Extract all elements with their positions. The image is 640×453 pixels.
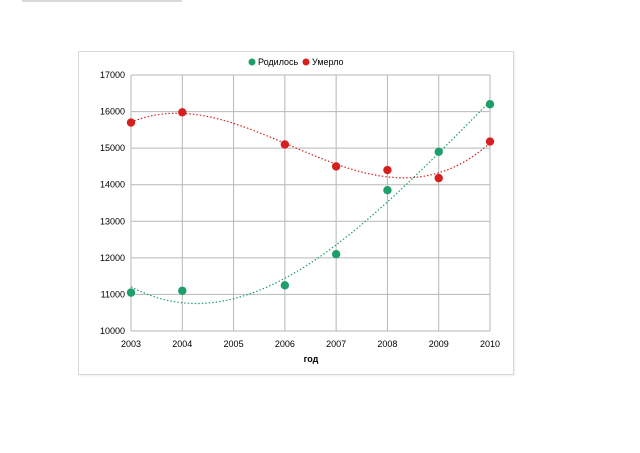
x-axis-title: год [304, 354, 319, 364]
legend: Родилось Умерло [248, 57, 344, 67]
x-tick-label: 2006 [275, 339, 295, 349]
trend-line [130, 112, 491, 179]
x-tick-label: 2003 [121, 339, 141, 349]
data-point [126, 118, 136, 127]
y-tick-label: 16000 [100, 107, 125, 117]
data-point [434, 173, 443, 183]
x-tick-label: 2005 [224, 339, 244, 349]
data-point [383, 165, 392, 175]
data-point [485, 100, 495, 109]
chart-frame [78, 51, 514, 375]
x-tick-label: 2004 [172, 339, 192, 349]
data-point [383, 186, 392, 195]
y-tick-label: 17000 [100, 70, 125, 80]
data-point [178, 108, 187, 117]
tick-layer: 10000 11000 12000 13000 14000 15000 16000 17000… [100, 70, 500, 349]
legend-label: Родилось [258, 57, 299, 67]
data-point [331, 250, 341, 259]
data-point [178, 286, 187, 295]
trend-line [130, 101, 491, 305]
data-point [280, 281, 290, 290]
x-tick-label: 2008 [377, 339, 397, 349]
data-point [485, 137, 495, 146]
legend-marker [302, 58, 310, 66]
data-point [126, 288, 136, 297]
point-layer [126, 100, 495, 297]
legend-label: Умерло [312, 57, 344, 67]
y-tick-label: 12000 [100, 253, 125, 263]
y-tick-label: 15000 [100, 143, 125, 153]
y-tick-label: 13000 [100, 216, 125, 226]
grid-layer [130, 74, 491, 332]
data-point [434, 147, 443, 156]
x-tick-label: 2007 [326, 339, 346, 349]
y-tick-label: 11000 [101, 289, 125, 299]
top-rule [22, 0, 182, 2]
data-point [280, 140, 290, 149]
x-tick-label: 2010 [480, 339, 500, 349]
y-tick-label: 10000 [100, 326, 125, 336]
x-tick-label: 2009 [429, 339, 449, 349]
data-point [331, 162, 341, 171]
trend-layer [130, 101, 491, 305]
legend-marker [248, 58, 256, 66]
y-tick-label: 14000 [100, 180, 125, 190]
